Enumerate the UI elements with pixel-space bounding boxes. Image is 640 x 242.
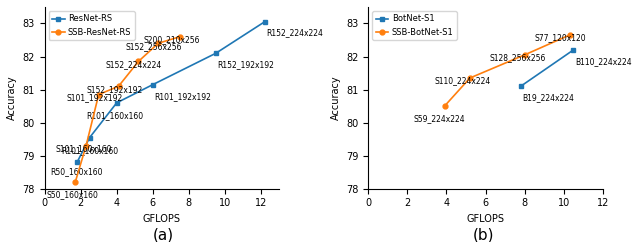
Text: R50_160x160: R50_160x160 xyxy=(50,167,102,176)
Text: R152_192x192: R152_192x192 xyxy=(218,60,275,69)
SSB-ResNet-RS xyxy=(95,93,102,96)
Text: S200_210x256: S200_210x256 xyxy=(144,35,200,44)
Line: BotNet-S1: BotNet-S1 xyxy=(518,47,576,89)
SSB-ResNet-RS xyxy=(72,181,79,184)
SSB-ResNet-RS xyxy=(115,85,122,88)
Line: SSB-BotNet-S1: SSB-BotNet-S1 xyxy=(442,33,572,109)
Text: S50_160x160: S50_160x160 xyxy=(47,190,99,199)
Text: S77_120x120: S77_120x120 xyxy=(534,33,586,42)
Text: S59_224x224: S59_224x224 xyxy=(413,114,465,123)
Line: SSB-ResNet-RS: SSB-ResNet-RS xyxy=(73,34,182,185)
Text: B110_224x224: B110_224x224 xyxy=(575,57,632,66)
ResNet-RS xyxy=(260,20,268,23)
Text: S110_224x224: S110_224x224 xyxy=(435,76,491,85)
SSB-ResNet-RS xyxy=(176,35,184,38)
ResNet-RS xyxy=(86,136,93,139)
Text: S152_192x192: S152_192x192 xyxy=(86,85,142,94)
SSB-BotNet-S1 xyxy=(466,76,474,79)
X-axis label: GFLOPS: GFLOPS xyxy=(143,214,180,224)
Text: R101_192x192: R101_192x192 xyxy=(155,92,211,101)
X-axis label: GFLOPS: GFLOPS xyxy=(467,214,504,224)
Text: S101_192x192: S101_192x192 xyxy=(66,93,122,102)
Text: S101_160x160: S101_160x160 xyxy=(56,144,112,153)
Line: ResNet-RS: ResNet-RS xyxy=(75,19,267,165)
Text: S128_256x256: S128_256x256 xyxy=(490,53,546,62)
SSB-BotNet-S1 xyxy=(441,105,449,107)
Text: B19_224x224: B19_224x224 xyxy=(523,94,575,103)
BotNet-S1 xyxy=(570,48,577,51)
SSB-ResNet-RS xyxy=(154,42,162,45)
ResNet-RS xyxy=(212,52,220,55)
SSB-BotNet-S1 xyxy=(521,53,529,56)
Text: S152_224x224: S152_224x224 xyxy=(106,60,162,69)
Text: R101_160x160: R101_160x160 xyxy=(86,111,143,120)
Text: R101_160x160: R101_160x160 xyxy=(61,146,118,155)
SSB-BotNet-S1 xyxy=(566,34,573,37)
Text: (a): (a) xyxy=(152,227,174,242)
Legend: BotNet-S1, SSB-BotNet-S1: BotNet-S1, SSB-BotNet-S1 xyxy=(372,11,457,40)
ResNet-RS xyxy=(149,83,157,86)
Y-axis label: Accuracy: Accuracy xyxy=(331,76,340,120)
Text: R152_224x224: R152_224x224 xyxy=(266,28,323,38)
BotNet-S1 xyxy=(517,85,525,88)
Y-axis label: Accuracy: Accuracy xyxy=(7,76,17,120)
ResNet-RS xyxy=(73,161,81,164)
SSB-ResNet-RS xyxy=(134,60,142,63)
SSB-ResNet-RS xyxy=(82,144,90,147)
ResNet-RS xyxy=(113,101,120,104)
Text: (b): (b) xyxy=(472,227,494,242)
Legend: ResNet-RS, SSB-ResNet-RS: ResNet-RS, SSB-ResNet-RS xyxy=(49,11,135,40)
Text: S152_256x256: S152_256x256 xyxy=(125,42,182,51)
